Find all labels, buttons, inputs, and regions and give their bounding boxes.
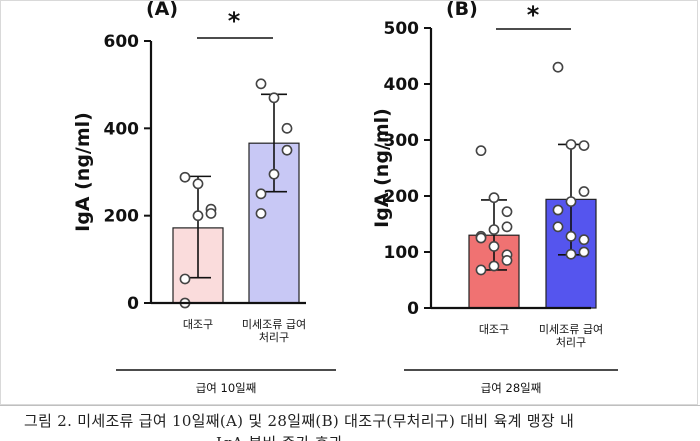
significance-marker: * [228,7,241,35]
y-tick-label: 200 [384,187,420,207]
data-point [578,246,590,258]
data-point [179,171,191,183]
data-point [565,230,577,242]
data-point [552,204,564,216]
data-point [552,61,564,73]
y-tick-label: 0 [127,294,139,314]
data-point [488,260,500,272]
data-point [268,168,280,180]
data-point [475,145,487,157]
y-tick-label: 600 [104,32,140,52]
data-point [255,188,267,200]
chart-panel-a: (A) 0 200 400 600 IgA (ng/ml) 대조구 미세조류 급여 처리구 * 급여… [72,1,336,395]
chart-panel-b: (B) 0 100 200 300 400 500 IgA (ng/ml) 대조구 미세조류 급여… [371,1,618,395]
panel-label: (A) [146,1,178,20]
data-point [475,232,487,244]
category-label-line: 처리구 [259,331,289,344]
data-point [205,208,217,219]
group-label: 급여 10일째 [196,381,257,395]
data-point [578,234,590,246]
data-point [179,273,191,285]
y-tick-label: 500 [384,19,420,39]
data-point [488,240,500,252]
data-point [501,254,513,266]
y-tick-label: 100 [384,243,420,263]
category-label-line: 미세조류 급여 [242,318,306,331]
figure-caption: 그림 2. 미세조류 급여 10일째(A) 및 28일째(B) 대조구(무처리구… [0,405,700,441]
data-point [578,186,590,197]
category-label-line: 대조구 [479,323,509,336]
data-point [488,192,500,204]
data-point [192,178,204,190]
y-axis-label: IgA (ng/ml) [371,108,393,228]
data-point [281,144,293,156]
data-point [488,224,500,235]
category-label: 대조구 [479,323,509,336]
group-label: 급여 28일째 [481,381,542,395]
data-point [475,264,487,276]
data-point [281,122,293,134]
category-label-line: 미세조류 급여 [539,323,603,336]
data-point [268,92,280,104]
y-tick-label: 200 [104,207,140,227]
figure-frame: (A) 0 200 400 600 IgA (ng/ml) 대조구 미세조류 급여 처리구 * 급여… [0,0,698,405]
data-point [255,208,267,219]
category-label: 대조구 [183,318,213,331]
y-tick-label: 300 [384,131,420,151]
y-axis-label: IgA (ng/ml) [72,112,94,232]
y-tick-label: 0 [407,299,419,319]
data-point [501,221,513,233]
y-tick-label: 400 [384,75,420,95]
data-point [192,210,204,222]
panel-label: (B) [446,1,478,20]
data-point [578,140,590,151]
y-tick-label: 400 [104,119,140,139]
data-point [565,248,577,260]
category-label-line: 대조구 [183,318,213,331]
category-label-line: 처리구 [556,336,586,349]
data-point [501,206,513,218]
data-point [565,196,577,207]
data-point [565,139,577,150]
data-point [552,221,564,233]
significance-marker: * [527,1,540,29]
category-label: 미세조류 급여 처리구 [242,318,306,344]
category-label: 미세조류 급여 처리구 [539,323,603,349]
caption-text: 그림 2. 미세조류 급여 10일째(A) 및 28일째(B) 대조구(무처리구… [24,412,575,430]
caption-text-2: IgA 분비 증가 효과 [216,432,343,441]
data-point [255,78,267,90]
